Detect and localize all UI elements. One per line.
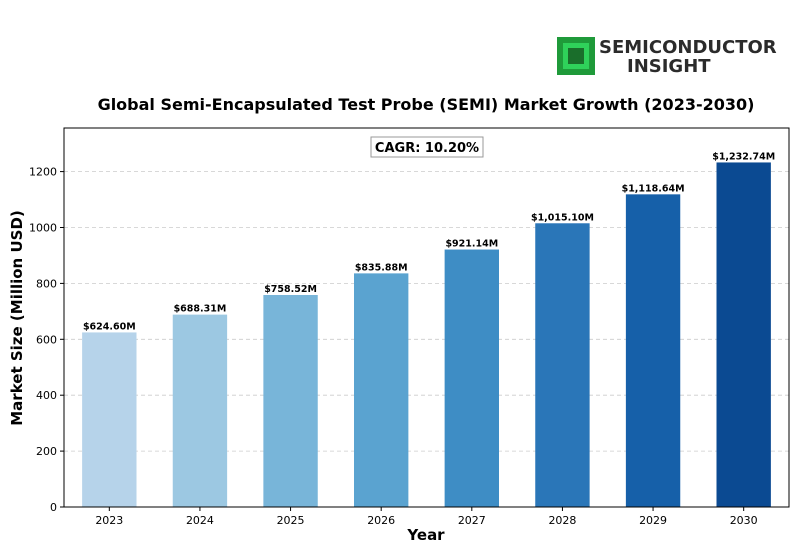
brand-line1: SEMICONDUCTOR <box>599 37 777 58</box>
bar-2028 <box>535 223 590 507</box>
bar-value-label: $1,232.74M <box>712 151 775 162</box>
brand-logo: SEMICONDUCTOR INSIGHT <box>557 36 777 78</box>
x-tick-label: 2024 <box>186 514 214 527</box>
y-tick-label: 0 <box>50 501 57 514</box>
plot-frame <box>63 127 790 508</box>
y-tick-label: 600 <box>36 333 57 346</box>
x-tick-label: 2023 <box>95 514 123 527</box>
y-tick-label: 400 <box>36 389 57 402</box>
x-axis-ticks: 2023 2024 2025 2026 2027 2028 2029 2030 <box>95 507 758 527</box>
chart-title: Global Semi-Encapsulated Test Probe (SEM… <box>98 95 755 114</box>
bar-value-label: $758.52M <box>264 284 317 295</box>
bar-2025 <box>263 294 318 507</box>
bars: $624.60M $688.31M $758.52M $835.88M $921.14M… <box>82 151 775 507</box>
bar-2023 <box>82 332 137 507</box>
y-axis-ticks: 0 200 400 600 800 1000 1200 <box>29 166 64 514</box>
brand-line2: INSIGHT <box>627 56 711 77</box>
x-axis-label: Year <box>406 526 445 544</box>
x-tick-label: 2030 <box>730 514 758 527</box>
y-tick-label: 200 <box>36 445 57 458</box>
bar-value-label: $1,118.64M <box>622 183 685 194</box>
bar-value-label: $1,015.10M <box>531 212 594 223</box>
x-tick-label: 2028 <box>548 514 576 527</box>
bar-2027 <box>444 249 499 507</box>
bar-value-label: $624.60M <box>83 321 136 332</box>
bar-2030 <box>716 162 771 507</box>
y-axis-label: Market Size (Million USD) <box>8 210 26 426</box>
x-tick-label: 2029 <box>639 514 667 527</box>
bar-value-label: $688.31M <box>174 304 227 315</box>
y-tick-label: 800 <box>36 277 57 290</box>
x-tick-label: 2025 <box>277 514 305 527</box>
cagr-annotation: CAGR: 10.20% <box>375 141 479 156</box>
x-tick-label: 2027 <box>458 514 486 527</box>
y-tick-label: 1200 <box>29 166 57 179</box>
cagr-box: CAGR: 10.20% <box>370 136 484 158</box>
bar-value-label: $921.14M <box>445 239 498 250</box>
x-tick-label: 2026 <box>367 514 395 527</box>
y-tick-label: 1000 <box>29 222 57 235</box>
bar-2024 <box>172 314 228 507</box>
bar-2029 <box>625 194 681 507</box>
bar-2026 <box>354 273 409 507</box>
bar-value-label: $835.88M <box>355 262 408 273</box>
